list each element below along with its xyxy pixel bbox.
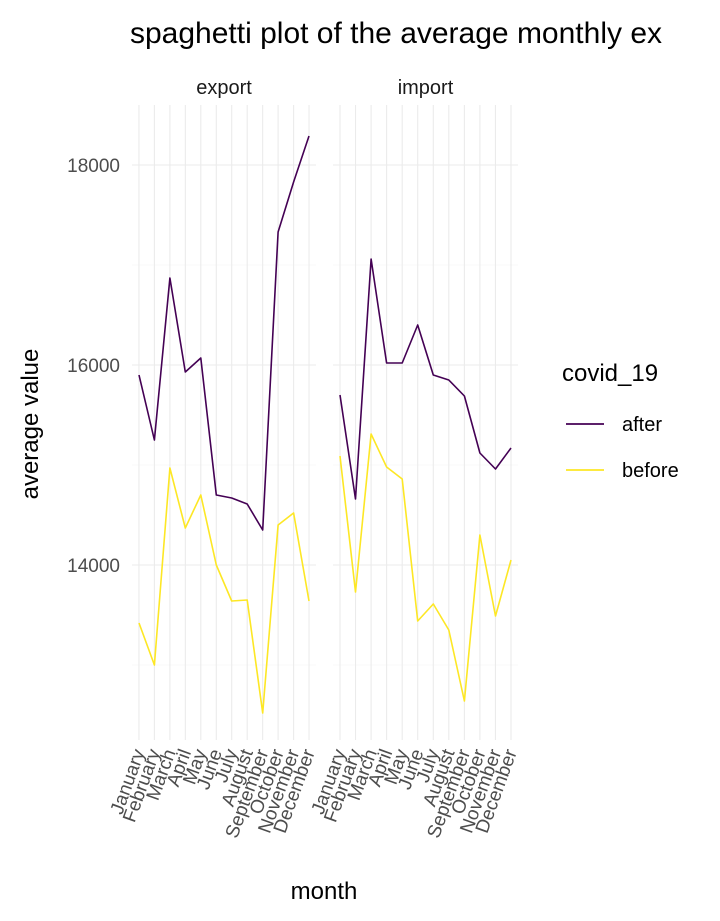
y-tick-label: 14000 [67,556,120,577]
panel-import: importJanuaryFebruaryMarchAprilMayJuneJu… [308,77,522,841]
legend-title: covid_19 [562,360,658,387]
facet-label-export: export [196,77,252,99]
facet-label-import: import [398,77,454,99]
chart-title: spaghetti plot of the average monthly ex [130,17,662,50]
y-axis-title: average value [17,349,44,500]
series-line-export-before [138,467,310,714]
series-line-import-before [339,433,512,702]
legend-label-before: before [622,460,679,482]
panel-export: exportJanuaryFebruaryMarchAprilMayJuneJu… [107,77,320,841]
legend: covid_19 after before [562,360,679,482]
series-line-import-after [339,258,512,500]
legend-label-after: after [622,414,662,436]
y-tick-label: 18000 [67,156,120,177]
facet-panels: exportJanuaryFebruaryMarchAprilMayJuneJu… [67,77,522,841]
series-line-export-after [138,135,310,531]
x-axis-title: month [291,878,358,905]
y-tick-label: 16000 [67,356,120,377]
